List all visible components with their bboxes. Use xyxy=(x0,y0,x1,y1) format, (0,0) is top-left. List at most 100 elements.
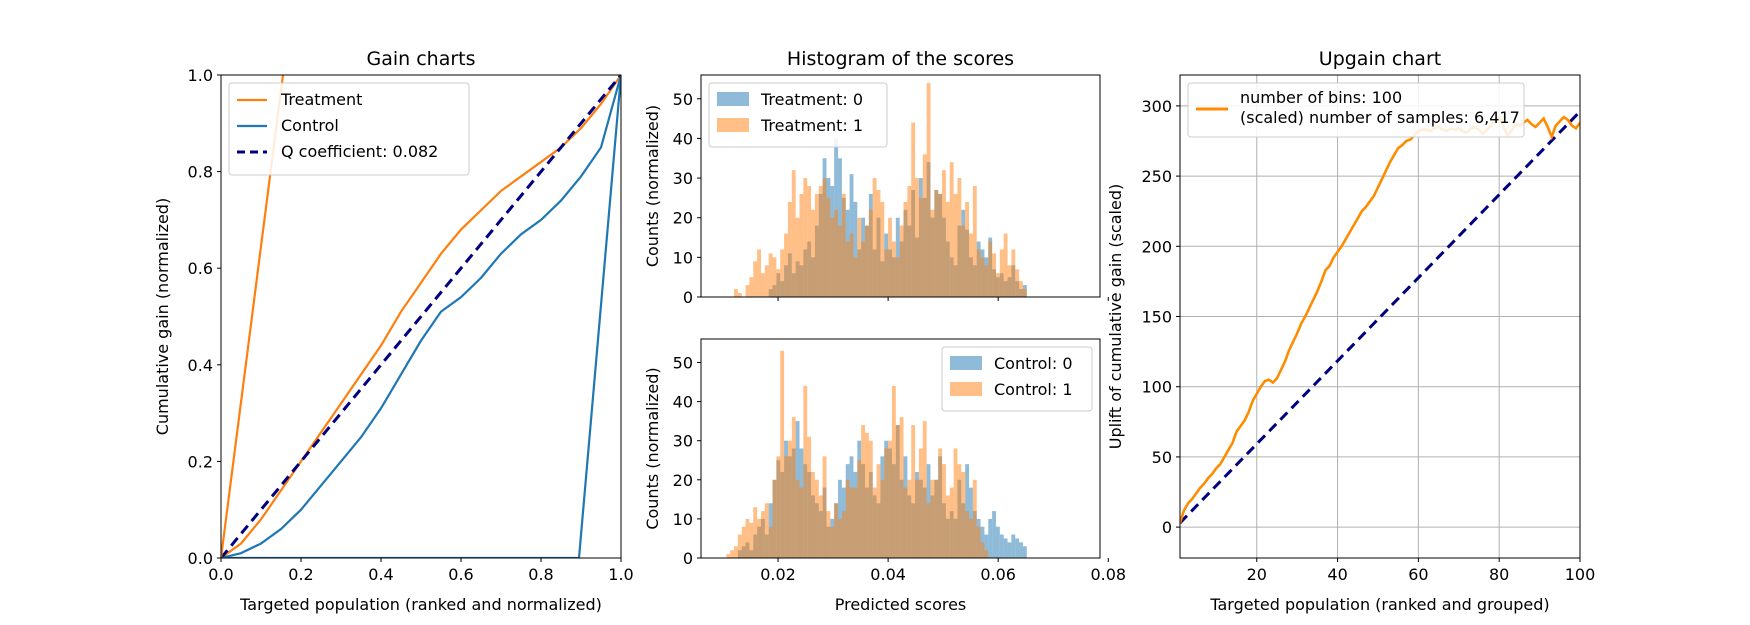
histogram-bar xyxy=(845,241,850,297)
histogram-bar xyxy=(857,217,862,297)
histogram-bar xyxy=(745,285,750,297)
histogram-bar xyxy=(868,209,873,297)
histogram-bar xyxy=(988,518,993,558)
y-tick-label: 30 xyxy=(673,169,693,188)
legend-swatch xyxy=(950,382,982,396)
legend-swatch xyxy=(717,118,749,132)
histogram-bar xyxy=(834,209,839,297)
legend-swatch xyxy=(950,356,982,370)
histogram-bar xyxy=(884,448,889,558)
histogram-bar xyxy=(822,178,827,297)
histogram-bar xyxy=(749,277,754,297)
y-axis-label: Cumulative gain (normalized) xyxy=(153,198,172,435)
histogram-bar xyxy=(1011,249,1016,297)
histogram-bar xyxy=(942,464,946,558)
histogram-bar xyxy=(764,503,769,558)
x-axis-label: Predicted scores xyxy=(835,595,967,614)
y-tick-label: 250 xyxy=(1141,167,1172,186)
histogram-bar xyxy=(899,225,904,297)
histogram-bar xyxy=(915,479,919,558)
histogram-bar xyxy=(861,425,865,558)
x-tick-label: 0.4 xyxy=(368,565,393,584)
histogram-bar xyxy=(734,546,738,558)
histogram-bar xyxy=(845,479,850,558)
control-curve-line xyxy=(221,75,621,558)
histogram-bar xyxy=(787,201,792,297)
x-tick-label: 0.2 xyxy=(288,565,313,584)
histogram-bar xyxy=(953,448,958,558)
histogram-bar xyxy=(737,293,742,297)
histogram-bar xyxy=(949,487,954,558)
treatment-curve-line xyxy=(221,75,621,558)
x-axis-label: Targeted population (ranked and grouped) xyxy=(1209,595,1549,614)
histogram-bar xyxy=(895,217,900,297)
histogram-bar xyxy=(984,534,989,558)
x-axis-label: Targeted population (ranked and normaliz… xyxy=(239,595,602,614)
histogram-bar xyxy=(980,257,985,297)
x-tick-label: 0.0 xyxy=(208,565,233,584)
chart-title: Histogram of the scores xyxy=(787,48,1014,70)
histogram-bar xyxy=(1007,542,1012,558)
histogram-bar xyxy=(830,217,835,297)
histogram-bar xyxy=(849,487,854,558)
control-histogram-panel: 0 10 20 30 40 50 0.02 0.04 0.06 0.08 Predicted sco… xyxy=(643,338,1126,614)
histogram-bar xyxy=(861,241,865,297)
histogram-bar xyxy=(957,178,962,297)
histogram-bar xyxy=(814,193,819,297)
histogram-bar xyxy=(1003,538,1008,558)
histogram-bar xyxy=(872,178,877,297)
x-tick-label: 0.06 xyxy=(980,565,1016,584)
histogram-bar xyxy=(768,526,773,558)
legend-label: Treatment: 0 xyxy=(760,90,863,109)
histogram-bar xyxy=(965,201,970,297)
histogram-bar xyxy=(726,554,731,558)
histogram-bar xyxy=(895,425,900,558)
histogram-bar xyxy=(772,257,777,297)
histogram-bar xyxy=(853,487,858,558)
y-tick-label: 50 xyxy=(673,90,693,109)
histogram-bar xyxy=(911,122,916,297)
histogram-bar xyxy=(787,440,792,558)
y-tick-label: 10 xyxy=(673,510,693,529)
histogram-bar xyxy=(972,186,977,297)
histogram-bar xyxy=(969,518,973,558)
histogram-bar xyxy=(1019,281,1023,297)
legend-label: Control: 1 xyxy=(994,380,1073,399)
histogram-bar xyxy=(938,448,943,558)
plot-area xyxy=(734,82,1027,297)
legend-swatch xyxy=(717,92,749,106)
axes-frame xyxy=(700,338,1101,559)
histogram-bar xyxy=(749,522,754,558)
histogram-bar xyxy=(1022,289,1027,297)
histogram-bar xyxy=(957,464,962,558)
histogram-bar xyxy=(903,201,908,297)
axes-frame xyxy=(700,74,1101,298)
x-tick-label: 0.08 xyxy=(1090,565,1126,584)
y-tick-label: 0.2 xyxy=(188,452,213,471)
histogram-bar xyxy=(976,526,981,558)
legend-label: Control: 0 xyxy=(994,354,1073,373)
y-tick-label: 20 xyxy=(673,209,693,228)
histogram-bar xyxy=(876,189,881,297)
histogram-bar xyxy=(795,217,800,297)
y-tick-label: 0.4 xyxy=(188,356,213,375)
histogram-bar xyxy=(891,385,896,558)
histogram-bar xyxy=(737,534,742,558)
y-tick-label: 30 xyxy=(673,432,693,451)
histogram-bar xyxy=(965,511,970,558)
x-tick-label: 0.02 xyxy=(760,565,796,584)
upgain-chart-panel: 0 50 100 150 200 250 300 20 40 60 80 100 Upgain char… xyxy=(1106,48,1595,614)
histogram-bar xyxy=(884,249,889,297)
histogram-bar xyxy=(818,495,823,558)
histogram-bar xyxy=(834,503,839,558)
histogram-bar xyxy=(918,197,923,297)
histogram-bar xyxy=(976,249,981,297)
histogram-bar xyxy=(807,436,812,558)
chart-title: Gain charts xyxy=(366,48,475,70)
histogram-bar xyxy=(945,495,950,558)
histogram-bar xyxy=(791,170,796,297)
y-tick-label: 0 xyxy=(683,549,693,568)
histogram-bar xyxy=(1011,534,1016,558)
histogram-bar xyxy=(1015,538,1020,558)
histogram-bar xyxy=(995,526,1000,558)
